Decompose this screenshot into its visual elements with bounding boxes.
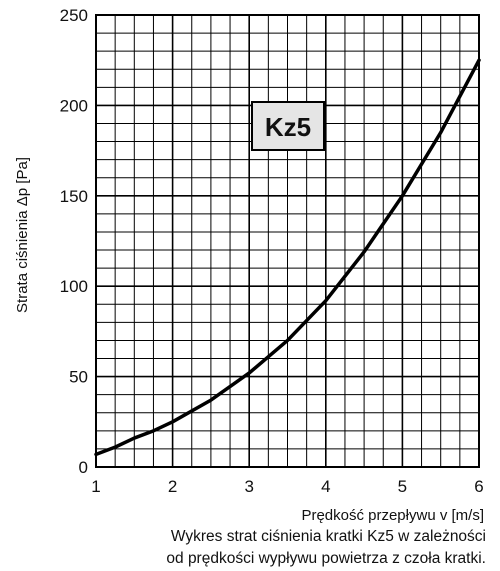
caption-line-1: Wykres strat ciśnienia kratki Kz5 w zale… [170, 528, 486, 545]
series-layer [94, 58, 481, 457]
y-tick-label: 50 [69, 368, 88, 387]
y-tick-label: 0 [79, 458, 88, 477]
y-axis-label: Strata ciśnienia Δp [Pa] [14, 157, 31, 313]
legend-box-label: Kz5 [265, 112, 311, 142]
y-tick-label: 250 [60, 6, 88, 25]
x-tick-label: 4 [321, 477, 330, 496]
series-line-0 [94, 58, 481, 457]
plot-frame [95, 14, 480, 468]
caption-line-2: od prędkości wypływu powietrza z czoła k… [166, 550, 486, 567]
y-tick-label: 200 [60, 96, 88, 115]
x-tick-label: 1 [91, 477, 100, 496]
x-tick-label: 3 [244, 477, 253, 496]
y-tick-label: 150 [60, 187, 88, 206]
tick-labels: 1 2 3 4 5 6 0 50 100 150 200 250 [60, 6, 484, 496]
y-tick-label: 100 [60, 277, 88, 296]
grid [95, 14, 480, 468]
x-tick-label: 5 [398, 477, 407, 496]
legend-box: Kz5 [251, 101, 325, 151]
x-tick-label: 2 [168, 477, 177, 496]
x-axis-label: Prędkość przepływu v [m/s] [301, 507, 484, 524]
legend-box-frame [251, 101, 325, 151]
x-tick-label: 6 [474, 477, 483, 496]
